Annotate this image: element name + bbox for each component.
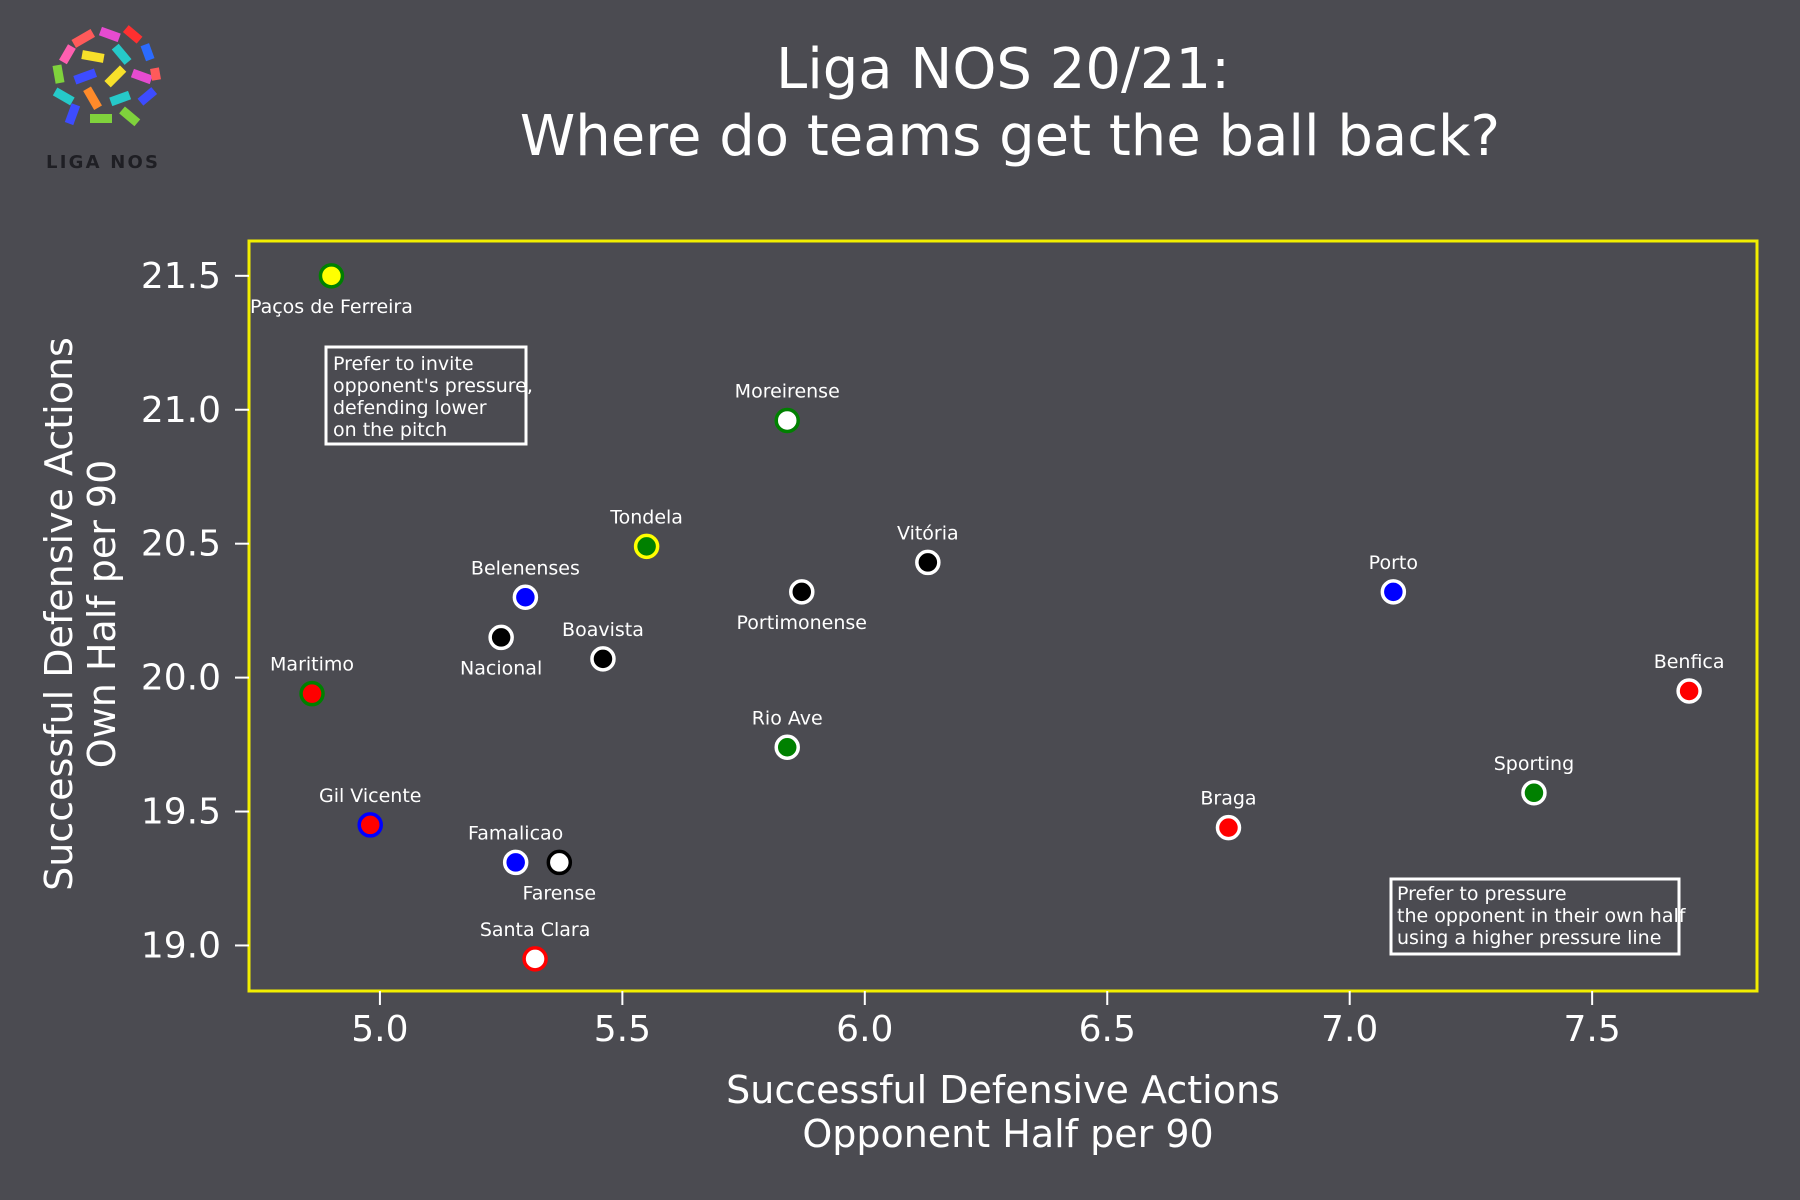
team-point bbox=[774, 734, 800, 760]
team-point bbox=[774, 407, 800, 434]
y-axis-ticks: 19.0 19.5 20.0 20.5 21.0 21.5 bbox=[141, 256, 249, 966]
annotation-high-press: Prefer to pressure the opponent in their… bbox=[1389, 877, 1687, 956]
team-label: Maritimo bbox=[270, 654, 354, 676]
x-tick-label: 6.0 bbox=[836, 1009, 893, 1050]
y-tick-label: 20.5 bbox=[141, 524, 221, 565]
annotation-high-press-box bbox=[1389, 877, 1681, 956]
y-axis-label-line-1: Successful Defensive Actions bbox=[37, 337, 81, 891]
team-label: Gil Vicente bbox=[319, 785, 422, 807]
annotation-low-block-line: defending lower bbox=[333, 397, 487, 419]
x-axis-label-line-1: Successful Defensive Actions bbox=[726, 1068, 1280, 1112]
team-label: Farense bbox=[523, 882, 597, 904]
x-axis-label-line-2: Opponent Half per 90 bbox=[802, 1112, 1213, 1156]
logo-ball-icon bbox=[52, 25, 161, 127]
annotation-low-block-box bbox=[324, 345, 528, 446]
annotation-high-press-line: using a higher pressure line bbox=[1397, 927, 1661, 949]
y-tick-label: 19.5 bbox=[141, 792, 221, 833]
x-tick-label: 6.5 bbox=[1079, 1009, 1136, 1050]
team-label: Paços de Ferreira bbox=[250, 296, 413, 318]
team-point bbox=[522, 946, 548, 972]
x-tick-label: 7.5 bbox=[1564, 1009, 1621, 1050]
team-label: Famalicao bbox=[468, 822, 563, 844]
chart-title-line-1: Liga NOS 20/21: bbox=[776, 37, 1230, 102]
team-point bbox=[546, 849, 573, 876]
team-label: Belenenses bbox=[471, 557, 580, 579]
team-label: Tondela bbox=[609, 506, 683, 528]
y-tick-label: 21.0 bbox=[141, 390, 221, 431]
team-point bbox=[357, 812, 383, 838]
team-point bbox=[633, 533, 660, 560]
team-label: Moreirense bbox=[735, 380, 840, 402]
annotation-high-press-line: the opponent in their own half bbox=[1397, 905, 1687, 927]
team-label: Boavista bbox=[562, 619, 644, 641]
y-tick-label: 20.0 bbox=[141, 658, 221, 699]
y-tick-label: 21.5 bbox=[141, 256, 221, 297]
team-point bbox=[318, 263, 345, 289]
team-point bbox=[1521, 780, 1547, 806]
team-label: Benfica bbox=[1654, 651, 1725, 673]
x-tick-label: 5.0 bbox=[351, 1009, 408, 1050]
team-label: Porto bbox=[1369, 552, 1418, 574]
team-point bbox=[915, 549, 941, 576]
chart-title-line-2: Where do teams get the ball back? bbox=[520, 104, 1500, 169]
annotation-low-block-line: opponent's pressure, bbox=[333, 375, 533, 397]
y-tick-label: 19.0 bbox=[141, 925, 221, 966]
annotation-low-block-line: on the pitch bbox=[333, 419, 447, 441]
team-point bbox=[1215, 814, 1242, 841]
annotation-low-block-line: Prefer to invite bbox=[333, 353, 474, 375]
team-label: Braga bbox=[1200, 788, 1256, 810]
y-axis-label-line-2: Own Half per 90 bbox=[80, 460, 124, 769]
team-label: Nacional bbox=[460, 657, 542, 679]
annotation-high-press-line: Prefer to pressure bbox=[1397, 883, 1567, 905]
team-point bbox=[512, 584, 539, 610]
team-label: Sporting bbox=[1494, 753, 1574, 775]
x-tick-label: 7.0 bbox=[1321, 1009, 1378, 1050]
team-label: Vitória bbox=[897, 522, 959, 544]
team-point bbox=[1676, 678, 1702, 704]
team-point bbox=[1380, 579, 1407, 605]
team-point bbox=[488, 624, 514, 651]
plot-frame bbox=[247, 239, 1759, 993]
annotation-low-block: Prefer to invite opponent's pressure, de… bbox=[324, 345, 533, 446]
x-tick-label: 5.5 bbox=[594, 1009, 651, 1050]
scatter-points: Paços de Ferreira Moreirense Tondela Vitóri… bbox=[250, 263, 1725, 972]
x-axis-ticks: 5.0 5.5 6.0 6.5 7.0 7.5 bbox=[351, 991, 1621, 1050]
team-point bbox=[590, 646, 616, 672]
liga-nos-logo: LIGA NOS bbox=[46, 25, 161, 173]
team-label: Portimonense bbox=[737, 612, 867, 634]
team-label: Rio Ave bbox=[752, 707, 823, 729]
team-point bbox=[299, 680, 325, 707]
logo-text: LIGA NOS bbox=[46, 152, 158, 173]
team-label: Santa Clara bbox=[480, 919, 591, 941]
team-point bbox=[502, 849, 529, 876]
team-point bbox=[789, 579, 815, 605]
